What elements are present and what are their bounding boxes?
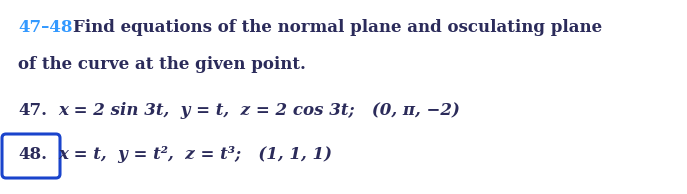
Text: of the curve at the given point.: of the curve at the given point. [18,56,306,73]
Text: x = t,  y = t²,  z = t³;   (1, 1, 1): x = t, y = t², z = t³; (1, 1, 1) [58,146,332,163]
Text: x = 2 sin 3t,  y = t,  z = 2 cos 3t;   (0, π, −2): x = 2 sin 3t, y = t, z = 2 cos 3t; (0, π… [58,102,460,119]
Text: 47.: 47. [18,102,47,119]
Text: 48.: 48. [18,146,47,163]
Text: Find equations of the normal plane and osculating plane: Find equations of the normal plane and o… [73,19,602,36]
Text: 47–48: 47–48 [18,19,73,36]
